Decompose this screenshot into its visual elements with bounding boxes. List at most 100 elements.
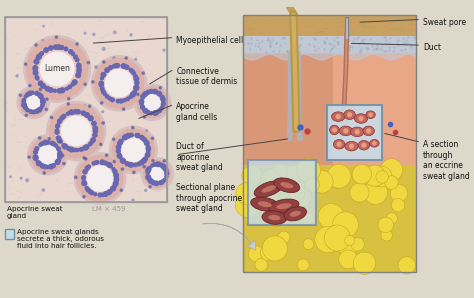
Circle shape bbox=[143, 108, 147, 113]
Circle shape bbox=[124, 65, 128, 69]
Circle shape bbox=[80, 148, 83, 151]
Circle shape bbox=[117, 64, 120, 67]
Circle shape bbox=[339, 250, 357, 269]
Circle shape bbox=[114, 173, 118, 178]
Circle shape bbox=[69, 50, 73, 54]
Circle shape bbox=[142, 94, 145, 98]
Circle shape bbox=[77, 156, 123, 201]
Circle shape bbox=[41, 103, 44, 107]
Circle shape bbox=[22, 99, 26, 102]
Circle shape bbox=[77, 67, 81, 72]
Circle shape bbox=[77, 63, 81, 66]
Circle shape bbox=[149, 112, 153, 115]
Circle shape bbox=[89, 116, 93, 121]
Circle shape bbox=[87, 165, 91, 168]
Circle shape bbox=[146, 145, 150, 149]
Circle shape bbox=[102, 47, 105, 50]
Bar bbox=[5, 229, 14, 238]
Circle shape bbox=[351, 238, 365, 251]
Circle shape bbox=[132, 126, 134, 129]
Circle shape bbox=[46, 101, 106, 160]
Circle shape bbox=[104, 176, 107, 179]
Circle shape bbox=[99, 81, 103, 86]
Circle shape bbox=[54, 45, 58, 49]
Bar bbox=[248, 160, 316, 225]
Circle shape bbox=[141, 105, 145, 109]
Circle shape bbox=[350, 144, 354, 148]
Circle shape bbox=[143, 166, 146, 168]
Circle shape bbox=[25, 63, 27, 65]
Circle shape bbox=[40, 164, 45, 168]
Ellipse shape bbox=[276, 203, 292, 209]
Circle shape bbox=[143, 108, 146, 111]
Circle shape bbox=[40, 52, 74, 86]
Circle shape bbox=[113, 184, 117, 188]
Circle shape bbox=[150, 166, 164, 181]
Circle shape bbox=[126, 134, 131, 138]
Circle shape bbox=[153, 111, 157, 115]
Circle shape bbox=[82, 180, 86, 184]
Circle shape bbox=[117, 153, 121, 158]
Circle shape bbox=[269, 212, 284, 226]
Circle shape bbox=[39, 52, 43, 56]
Circle shape bbox=[137, 162, 141, 166]
Circle shape bbox=[93, 134, 97, 137]
Circle shape bbox=[353, 252, 375, 274]
Circle shape bbox=[305, 178, 319, 192]
Circle shape bbox=[111, 186, 116, 191]
Circle shape bbox=[58, 119, 62, 123]
Circle shape bbox=[371, 166, 392, 187]
Circle shape bbox=[134, 163, 137, 167]
Circle shape bbox=[152, 159, 154, 162]
Circle shape bbox=[114, 177, 118, 181]
Circle shape bbox=[38, 94, 43, 99]
Circle shape bbox=[72, 52, 74, 55]
Circle shape bbox=[88, 116, 93, 121]
Circle shape bbox=[29, 110, 33, 113]
Circle shape bbox=[55, 36, 57, 38]
Circle shape bbox=[327, 164, 351, 188]
Circle shape bbox=[303, 239, 314, 249]
Circle shape bbox=[149, 179, 154, 184]
Circle shape bbox=[77, 64, 81, 68]
Circle shape bbox=[84, 83, 86, 86]
Circle shape bbox=[42, 85, 45, 88]
Circle shape bbox=[103, 93, 107, 96]
Circle shape bbox=[344, 129, 348, 133]
Circle shape bbox=[100, 77, 103, 80]
Circle shape bbox=[337, 236, 358, 256]
Bar bbox=[243, 15, 416, 272]
Circle shape bbox=[146, 90, 150, 94]
Circle shape bbox=[145, 189, 147, 191]
Circle shape bbox=[62, 116, 91, 145]
Circle shape bbox=[236, 192, 261, 218]
Ellipse shape bbox=[274, 178, 300, 193]
Circle shape bbox=[86, 188, 90, 192]
Circle shape bbox=[161, 97, 165, 102]
Circle shape bbox=[42, 189, 45, 191]
Circle shape bbox=[35, 147, 39, 150]
Circle shape bbox=[82, 181, 87, 186]
Circle shape bbox=[83, 145, 88, 150]
Circle shape bbox=[269, 164, 292, 187]
Circle shape bbox=[62, 114, 66, 118]
Circle shape bbox=[110, 98, 114, 102]
Circle shape bbox=[38, 145, 57, 164]
Circle shape bbox=[281, 180, 305, 204]
Circle shape bbox=[262, 236, 287, 261]
Circle shape bbox=[160, 180, 164, 184]
Ellipse shape bbox=[269, 199, 299, 213]
Circle shape bbox=[137, 87, 168, 118]
Circle shape bbox=[29, 84, 31, 87]
Circle shape bbox=[51, 164, 55, 168]
Circle shape bbox=[56, 45, 61, 49]
Circle shape bbox=[378, 217, 393, 233]
Circle shape bbox=[50, 141, 54, 145]
Circle shape bbox=[124, 134, 128, 139]
Circle shape bbox=[102, 122, 104, 124]
Circle shape bbox=[143, 116, 146, 118]
Circle shape bbox=[136, 134, 140, 138]
Circle shape bbox=[67, 103, 69, 105]
Circle shape bbox=[131, 70, 134, 73]
Circle shape bbox=[152, 181, 156, 185]
